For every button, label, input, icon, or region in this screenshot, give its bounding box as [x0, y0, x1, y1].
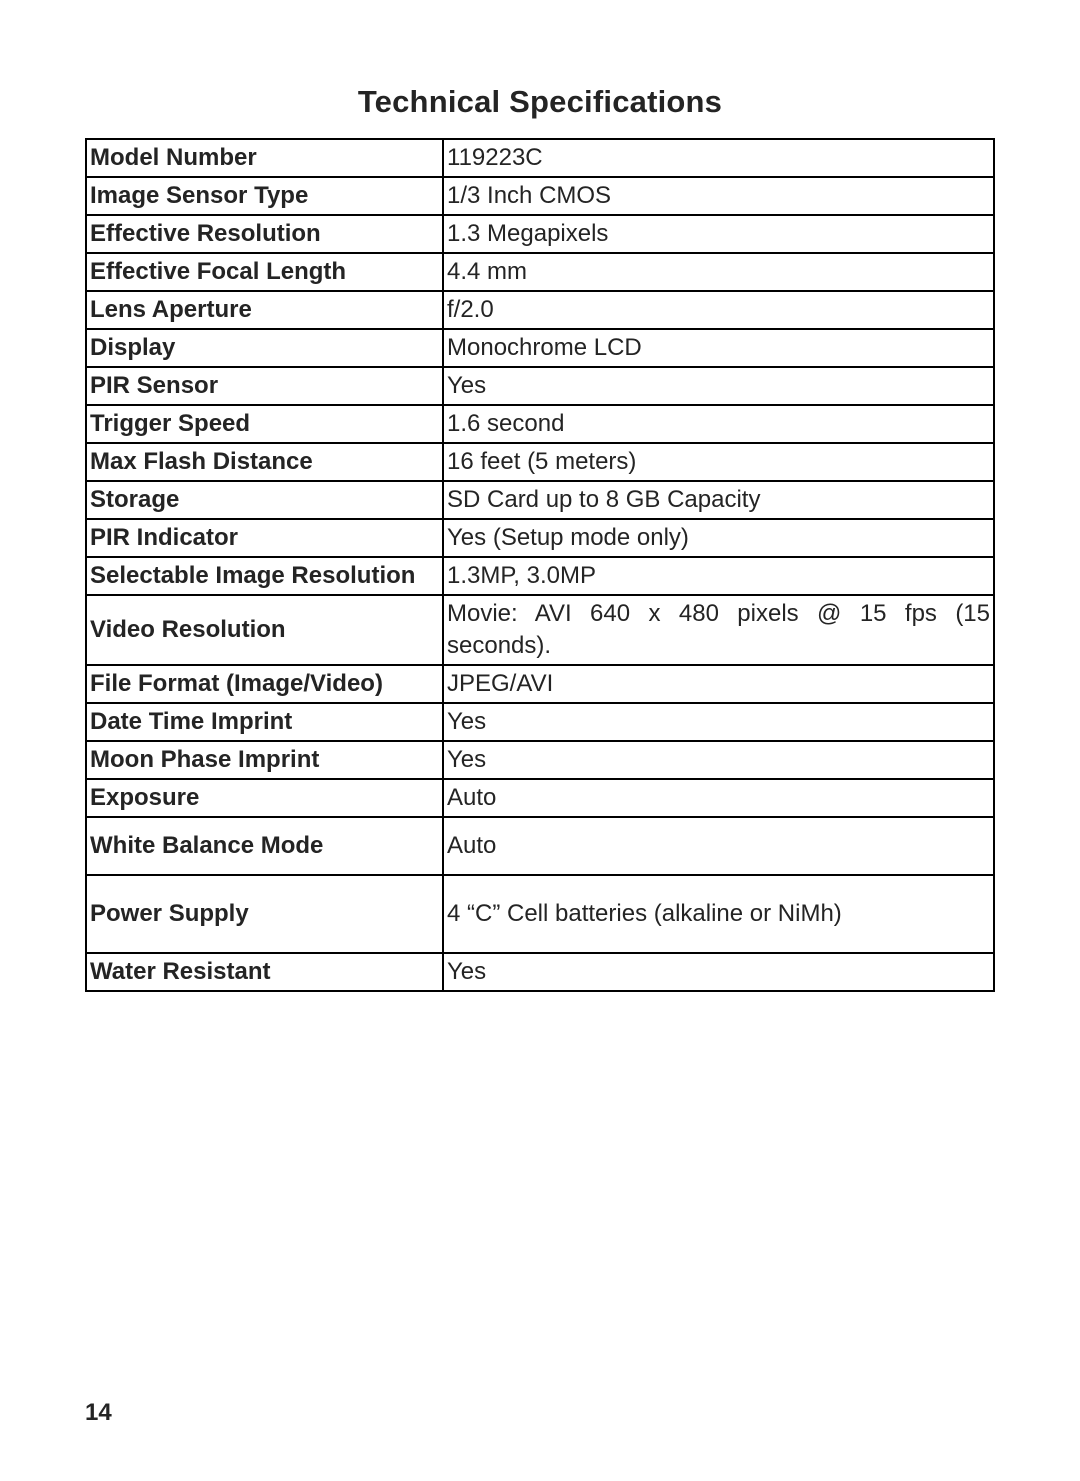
- table-row: Lens Aperturef/2.0: [86, 291, 994, 329]
- table-row: PIR IndicatorYes (Setup mode only): [86, 519, 994, 557]
- table-row: Effective Focal Length4.4 mm: [86, 253, 994, 291]
- spec-key: Lens Aperture: [86, 291, 443, 329]
- spec-value: f/2.0: [443, 291, 994, 329]
- spec-value: 119223C: [443, 139, 994, 177]
- table-row: Water ResistantYes: [86, 953, 994, 991]
- table-row: ExposureAuto: [86, 779, 994, 817]
- spec-key: Power Supply: [86, 875, 443, 953]
- spec-value: 1.6 second: [443, 405, 994, 443]
- spec-value: 1.3MP, 3.0MP: [443, 557, 994, 595]
- table-row: Effective Resolution1.3 Megapixels: [86, 215, 994, 253]
- spec-key: Model Number: [86, 139, 443, 177]
- spec-key: Display: [86, 329, 443, 367]
- page-title: Technical Specifications: [85, 84, 995, 120]
- spec-value: Yes: [443, 741, 994, 779]
- spec-key: PIR Indicator: [86, 519, 443, 557]
- spec-key: Exposure: [86, 779, 443, 817]
- spec-value-line2: seconds).: [447, 631, 990, 661]
- spec-value: Yes: [443, 953, 994, 991]
- table-row: Model Number119223C: [86, 139, 994, 177]
- table-row: Video ResolutionMovie: AVI 640 x 480 pix…: [86, 595, 994, 665]
- table-row: Image Sensor Type1/3 Inch CMOS: [86, 177, 994, 215]
- spec-key: File Format (Image/Video): [86, 665, 443, 703]
- spec-value: 16 feet (5 meters): [443, 443, 994, 481]
- spec-value: Yes (Setup mode only): [443, 519, 994, 557]
- spec-value: SD Card up to 8 GB Capacity: [443, 481, 994, 519]
- page-number: 14: [85, 1399, 112, 1427]
- table-row: Max Flash Distance16 feet (5 meters): [86, 443, 994, 481]
- spec-value: Auto: [443, 817, 994, 875]
- table-row: White Balance ModeAuto: [86, 817, 994, 875]
- spec-key: Effective Resolution: [86, 215, 443, 253]
- spec-key: White Balance Mode: [86, 817, 443, 875]
- spec-key: PIR Sensor: [86, 367, 443, 405]
- spec-key: Max Flash Distance: [86, 443, 443, 481]
- spec-key: Date Time Imprint: [86, 703, 443, 741]
- table-row: Moon Phase ImprintYes: [86, 741, 994, 779]
- specifications-table-body: Model Number119223CImage Sensor Type1/3 …: [86, 139, 994, 991]
- table-row: PIR SensorYes: [86, 367, 994, 405]
- table-row: Selectable Image Resolution1.3MP, 3.0MP: [86, 557, 994, 595]
- spec-value: 1.3 Megapixels: [443, 215, 994, 253]
- table-row: DisplayMonochrome LCD: [86, 329, 994, 367]
- spec-value: 4 “C” Cell batteries (alkaline or NiMh): [443, 875, 994, 953]
- spec-value: Auto: [443, 779, 994, 817]
- table-row: Date Time ImprintYes: [86, 703, 994, 741]
- spec-key: Image Sensor Type: [86, 177, 443, 215]
- spec-key: Moon Phase Imprint: [86, 741, 443, 779]
- specifications-table: Model Number119223CImage Sensor Type1/3 …: [85, 138, 995, 992]
- spec-key: Water Resistant: [86, 953, 443, 991]
- table-row: StorageSD Card up to 8 GB Capacity: [86, 481, 994, 519]
- table-row: Trigger Speed1.6 second: [86, 405, 994, 443]
- table-row: Power Supply4 “C” Cell batteries (alkali…: [86, 875, 994, 953]
- spec-value: Movie: AVI 640 x 480 pixels @ 15 fps (15…: [443, 595, 994, 665]
- spec-value: Monochrome LCD: [443, 329, 994, 367]
- spec-value: 4.4 mm: [443, 253, 994, 291]
- spec-key: Effective Focal Length: [86, 253, 443, 291]
- spec-value: Yes: [443, 703, 994, 741]
- spec-key: Trigger Speed: [86, 405, 443, 443]
- spec-value: 1/3 Inch CMOS: [443, 177, 994, 215]
- spec-key: Storage: [86, 481, 443, 519]
- spec-key: Selectable Image Resolution: [86, 557, 443, 595]
- table-row: File Format (Image/Video)JPEG/AVI: [86, 665, 994, 703]
- spec-value: JPEG/AVI: [443, 665, 994, 703]
- spec-key: Video Resolution: [86, 595, 443, 665]
- document-page: Technical Specifications Model Number119…: [0, 0, 1080, 1481]
- spec-value: Yes: [443, 367, 994, 405]
